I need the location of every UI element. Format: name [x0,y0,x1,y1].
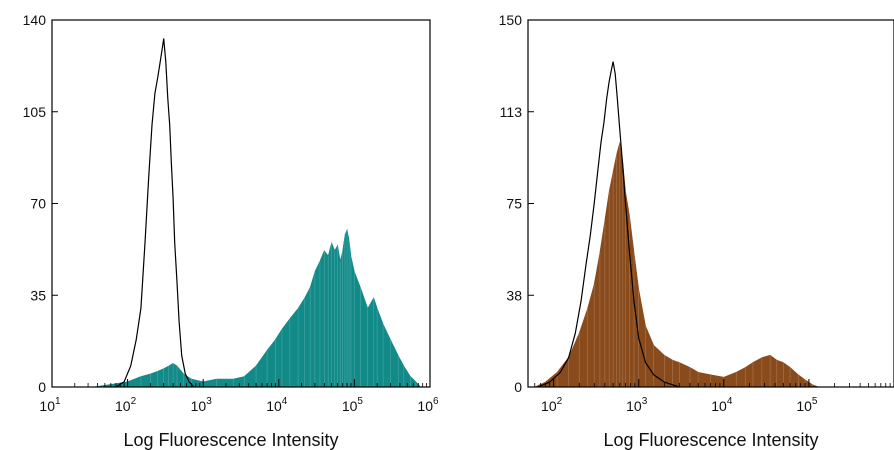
y-tick-label: 35 [30,287,46,303]
series-stained-bins [110,229,417,387]
series-stained-bins [545,142,813,387]
series-stained-area [93,228,422,388]
y-tick-label: 140 [23,12,47,28]
x-tick-label: 104 [711,396,733,414]
y-tick-label: 105 [23,104,47,120]
x-tick-label: 102 [541,396,563,414]
y-tick-label: 0 [38,379,46,395]
x-tick-label: 103 [191,396,213,414]
series-control-outline-line [115,38,195,388]
x-tick-label: 101 [39,396,61,414]
x-axis-label: Log Fluorescence Intensity [123,430,338,450]
x-tick-label: 105 [342,396,364,414]
y-tick-label: 38 [506,287,522,303]
chart-2: 0 38 75 113 150 102 103 104 105 Log Fluorescence … [499,12,894,450]
y-tick-label: 75 [506,196,522,212]
series-stained-area [534,142,819,388]
y-tick-label: 70 [30,196,46,212]
x-tick-label: 104 [266,396,288,414]
series-control-outline-line [537,61,680,388]
y-tick-label: 113 [500,104,523,120]
x-axis-label: Log Fluorescence Intensity [603,430,818,450]
x-tick-label: 106 [417,396,439,414]
x-tick-label: 102 [115,396,137,414]
x-tick-label: 103 [626,396,648,414]
chart-1: 0 35 70 105 140 101 102 103 104 105 106 Log Fluores… [23,12,439,450]
y-tick-label: 150 [499,12,523,28]
x-tick-label: 105 [796,396,818,414]
y-tick-label: 0 [514,379,522,395]
